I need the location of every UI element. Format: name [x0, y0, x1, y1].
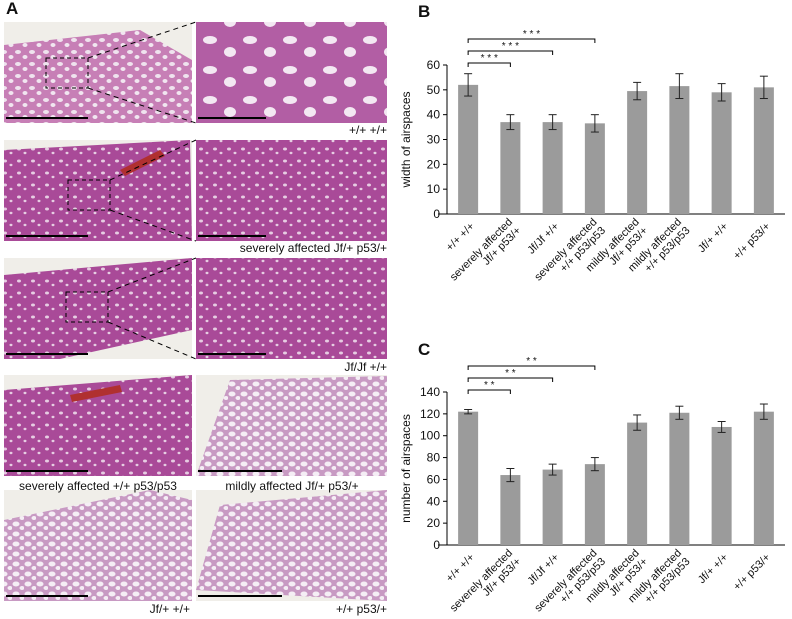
row-5: [4, 490, 387, 601]
bar: [584, 464, 605, 545]
panel-label: A: [6, 0, 18, 18]
significance-label: * * *: [523, 29, 540, 40]
bar: [711, 92, 732, 214]
row-3: [4, 257, 387, 360]
bar: [458, 411, 479, 545]
y-axis-title: number of airspaces: [399, 414, 413, 523]
y-tick-label: 30: [427, 133, 441, 147]
bar: [711, 426, 732, 545]
caption: Jf/+ +/+: [150, 602, 190, 616]
y-tick-label: 140: [420, 385, 440, 399]
significance-bracket: [467, 389, 511, 394]
bar: [458, 84, 479, 214]
caption: +/+ +/+: [349, 123, 387, 137]
error-bar: [590, 457, 599, 472]
significance-bracket: [467, 62, 511, 67]
y-tick-label: 40: [427, 494, 441, 508]
y-axis-title: width of airspaces: [399, 91, 413, 188]
bar: [627, 422, 648, 545]
error-bar: [633, 81, 642, 101]
significance-bracket: [467, 365, 596, 370]
error-bar: [506, 114, 515, 131]
significance-bracket: [467, 377, 554, 382]
y-tick-label: 20: [427, 157, 441, 171]
significance-label: * *: [484, 380, 495, 391]
y-tick-label: 50: [427, 83, 441, 97]
x-tick-label: +/+ +/+: [444, 551, 477, 584]
x-tick-label: +/+ +/+: [444, 220, 477, 253]
error-bar: [759, 75, 768, 100]
row-1: [4, 21, 387, 124]
label-line: +/+ p53/+: [731, 551, 773, 593]
significance-bracket: [467, 38, 596, 43]
x-tick-label: severely affectedJf/+ p53/+: [448, 216, 524, 292]
error-bar: [633, 414, 642, 431]
error-bar: [464, 408, 473, 415]
row-4: [4, 375, 387, 476]
panel-label: B: [418, 2, 430, 21]
label-line: Jf/+ +/+: [696, 551, 731, 586]
y-tick-label: 0: [433, 538, 440, 552]
y-tick-label: 100: [420, 429, 440, 443]
y-tick-label: 40: [427, 108, 441, 122]
y-tick-label: 60: [427, 472, 441, 486]
row-2: [4, 139, 387, 242]
caption: Jf/Jf +/+: [344, 360, 387, 374]
significance-label: * * *: [502, 41, 519, 52]
x-tick-label: +/+ p53/+: [731, 551, 773, 593]
error-bar: [759, 403, 768, 420]
panel-label: C: [418, 340, 430, 359]
significance-label: * *: [526, 356, 537, 367]
label-line: Jf/+ +/+: [696, 220, 731, 255]
micrographs: [4, 21, 387, 601]
label-line: +/+ +/+: [444, 220, 477, 253]
error-bar: [675, 405, 684, 420]
error-bar: [590, 114, 599, 133]
significance-bracket: [467, 50, 554, 55]
y-tick-label: 0: [433, 207, 440, 221]
significance-label: * *: [505, 368, 516, 379]
bar: [500, 122, 521, 214]
caption: +/+ p53/+: [336, 602, 387, 616]
caption: mildly affected Jf/+ p53/+: [225, 479, 358, 493]
y-tick-label: 20: [427, 516, 441, 530]
caption: severely affected Jf/+ p53/+: [240, 241, 387, 255]
error-bar: [675, 73, 684, 100]
y-tick-label: 10: [427, 182, 441, 196]
x-tick-label: Jf/+ +/+: [696, 220, 731, 255]
error-bar: [506, 468, 515, 483]
x-tick-label: Jf/+ +/+: [696, 551, 731, 586]
bar: [753, 87, 774, 214]
bar: [584, 123, 605, 214]
label-line: +/+ +/+: [444, 551, 477, 584]
bar: [627, 91, 648, 214]
error-bar: [717, 421, 726, 433]
error-bar: [717, 83, 726, 102]
bar: [542, 122, 563, 214]
caption: severely affected +/+ p53/p53: [19, 479, 177, 493]
bar: [669, 86, 690, 214]
x-tick-label: severely affectedJf/+ p53/+: [448, 547, 524, 619]
error-bar: [464, 73, 473, 97]
bar: [500, 475, 521, 545]
bar: [669, 412, 690, 545]
bar: [542, 469, 563, 545]
y-tick-label: 60: [427, 58, 441, 72]
x-tick-label: +/+ p53/+: [731, 220, 773, 262]
significance-label: * * *: [481, 53, 498, 64]
y-tick-label: 120: [420, 407, 440, 421]
error-bar: [548, 463, 557, 476]
label-line: +/+ p53/+: [731, 220, 773, 262]
y-tick-label: 80: [427, 451, 441, 465]
bar: [753, 411, 774, 545]
error-bar: [548, 114, 557, 131]
